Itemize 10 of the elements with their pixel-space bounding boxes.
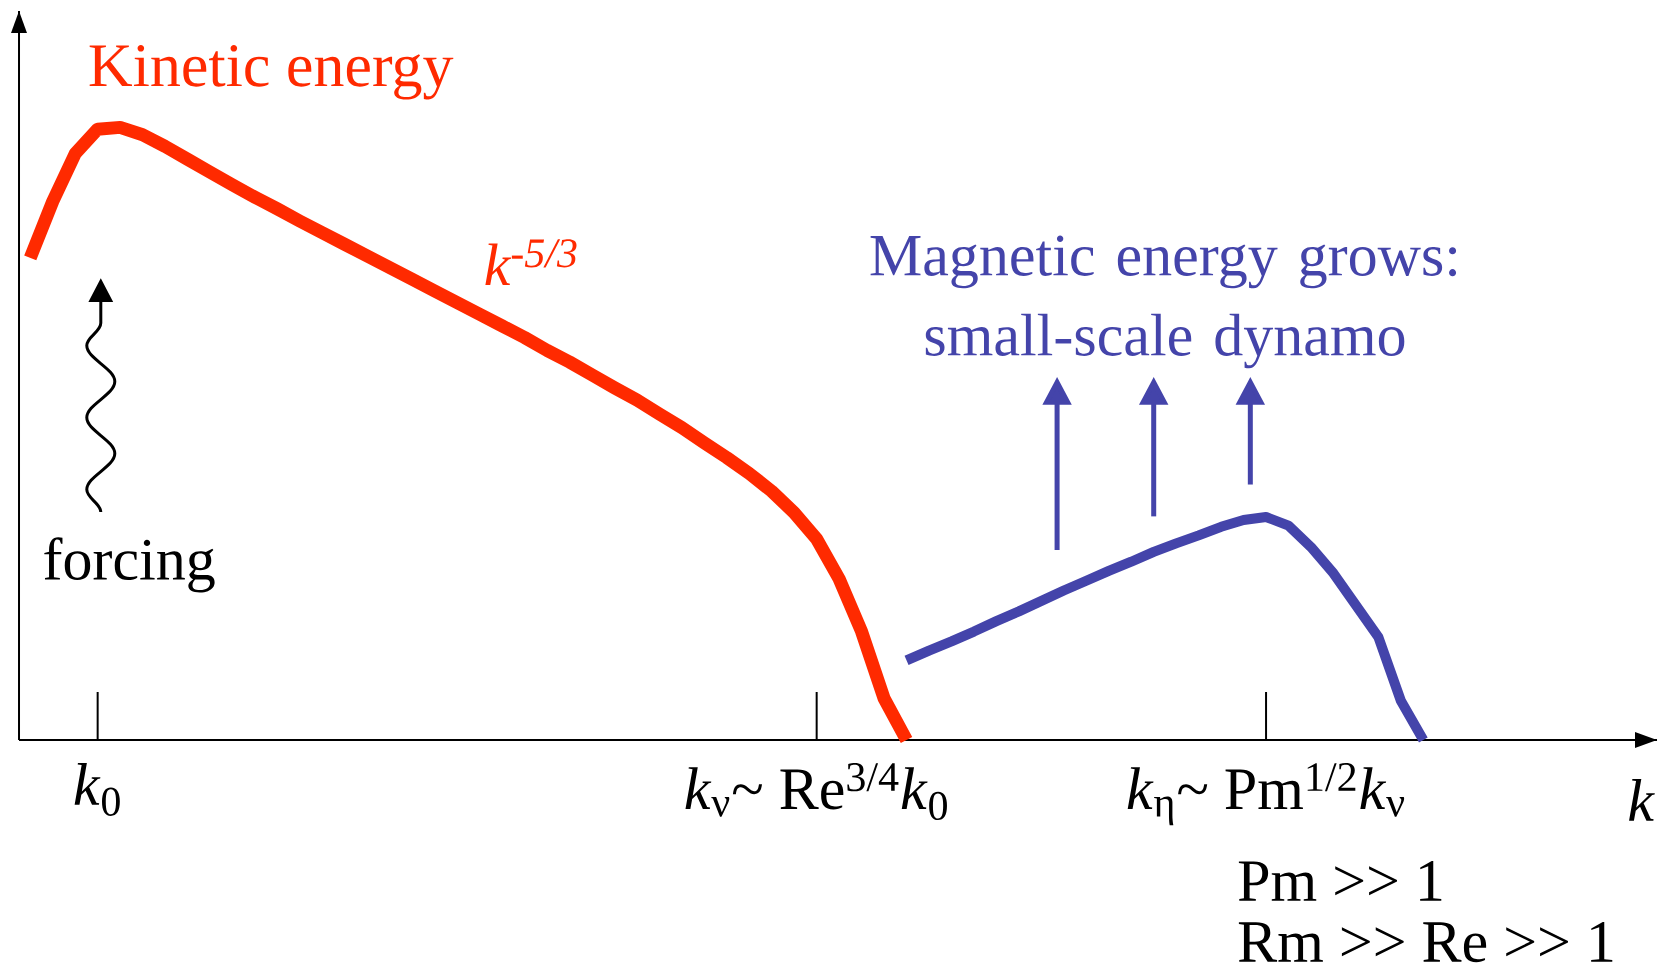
x-tick-label: k$_{ν}$~ Re$^{3/4}$k$_{0}$ [685, 763, 947, 821]
x-axis-title: k [1629, 779, 1655, 821]
series-label: Kinetic energy [89, 45, 454, 100]
annotation: forcing [44, 537, 215, 593]
x-tick-label: k$_{0}$ [74, 763, 120, 816]
text: Rm >> Re >> 1 [1238, 922, 1613, 963]
annotation: k$^{-5/3}$ [485, 239, 577, 286]
text: Pm >> 1 [1238, 861, 1442, 901]
text: Magnetic energy grows: small-scale dynamo [870, 235, 1457, 369]
x-tick-label: k$_{η}$~ Pm$^{1/2}$k$_{ν}$ [1127, 763, 1405, 826]
